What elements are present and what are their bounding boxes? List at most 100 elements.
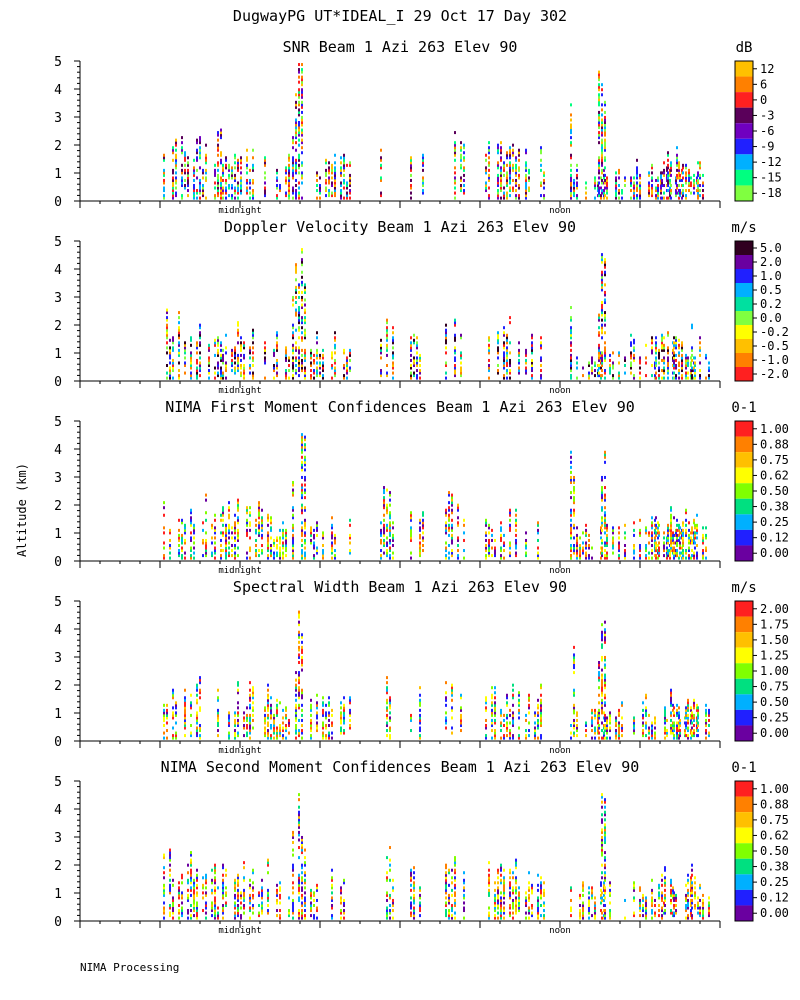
data-cell [445, 696, 447, 700]
data-cell [670, 726, 672, 730]
data-cell [606, 724, 608, 727]
data-cell [651, 729, 653, 733]
data-cell [601, 356, 603, 360]
data-cell [488, 351, 490, 355]
data-cell [252, 341, 254, 345]
data-cell [636, 194, 638, 198]
data-cell [606, 716, 608, 720]
data-cell [509, 361, 511, 365]
data-cell [591, 358, 593, 362]
data-cell [675, 178, 677, 182]
data-cell [576, 196, 578, 200]
data-cell [199, 678, 201, 682]
data-cell [220, 374, 222, 378]
data-cell [460, 693, 462, 697]
data-cell [705, 729, 707, 733]
data-cell [604, 258, 606, 262]
data-cell [636, 189, 638, 193]
data-cell [639, 173, 641, 177]
data-cell [292, 331, 294, 335]
colorbar: m/s2.001.751.501.251.000.750.500.250.00 [731, 580, 789, 742]
data-cell [410, 158, 412, 162]
y-tick-label: 1 [54, 167, 62, 182]
data-cell [175, 731, 177, 735]
data-cell [243, 734, 245, 738]
data-cell [331, 526, 333, 530]
data-cell [202, 189, 204, 193]
data-cell [570, 328, 572, 332]
data-cell [172, 736, 174, 740]
data-cell [234, 713, 236, 717]
data-cell [292, 364, 294, 367]
data-cell [172, 696, 174, 700]
data-cell [667, 549, 669, 553]
data-cell [205, 498, 207, 502]
data-cell [676, 711, 678, 715]
data-cell [708, 708, 710, 712]
data-cell [273, 716, 275, 720]
data-cell [190, 358, 192, 362]
data-cell [190, 364, 192, 367]
data-cell [298, 133, 300, 137]
data-cell [534, 734, 536, 738]
data-cell [615, 194, 617, 198]
data-cell [682, 533, 684, 537]
data-cell [604, 265, 606, 269]
data-cell [460, 721, 462, 725]
data-cell [322, 536, 324, 540]
data-cell [301, 336, 303, 340]
data-cell [579, 554, 581, 558]
data-cell [697, 196, 699, 200]
data-cell [298, 374, 300, 378]
data-cell [618, 544, 620, 547]
data-cell [178, 881, 180, 885]
data-cell [295, 348, 297, 352]
data-cell [685, 713, 687, 717]
x-tick-label-midnight: midnight [218, 206, 261, 216]
data-cell [537, 546, 539, 550]
data-cell [654, 374, 656, 378]
colorbar-segment [735, 339, 753, 353]
data-cell [292, 346, 294, 350]
data-cell [292, 189, 294, 193]
data-cell [392, 356, 394, 360]
data-cell [690, 556, 692, 560]
data-cell [615, 196, 617, 200]
data-cell [214, 518, 216, 522]
data-cell [295, 103, 297, 107]
data-cell [488, 141, 490, 145]
data-cell [328, 731, 330, 735]
data-cell [410, 729, 412, 733]
data-cell [196, 886, 198, 890]
data-cell [598, 736, 600, 740]
data-cell [178, 893, 180, 897]
data-cell [322, 348, 324, 352]
data-cell [292, 336, 294, 340]
data-cell [273, 353, 275, 357]
y-tick-label: 3 [54, 111, 62, 126]
data-cell [237, 158, 239, 162]
data-cell [298, 681, 300, 685]
data-cell [460, 718, 462, 722]
data-cell [220, 513, 222, 517]
colorbar-unit: m/s [731, 220, 756, 236]
data-cell [699, 353, 701, 357]
data-cell [663, 196, 665, 200]
data-cell [292, 538, 294, 542]
data-cell [585, 556, 587, 560]
data-cell [322, 366, 324, 370]
data-cell [485, 186, 487, 190]
data-cell [503, 556, 505, 560]
data-cell [688, 181, 690, 185]
data-cell [598, 100, 600, 104]
data-cell [267, 708, 269, 712]
data-cell [606, 189, 608, 193]
data-cell [537, 724, 539, 727]
data-cell [237, 323, 239, 327]
data-cell [279, 538, 281, 542]
data-cell [624, 184, 626, 187]
data-cell [334, 161, 336, 165]
data-cell [301, 361, 303, 365]
data-cell [276, 374, 278, 378]
data-cell [693, 718, 695, 722]
